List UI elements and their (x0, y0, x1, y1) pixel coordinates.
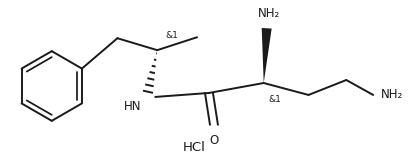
Text: HN: HN (124, 100, 141, 113)
Text: HCl: HCl (183, 141, 206, 154)
Text: NH₂: NH₂ (381, 88, 404, 101)
Text: &1: &1 (269, 95, 282, 104)
Text: &1: &1 (165, 31, 178, 40)
Polygon shape (262, 28, 272, 83)
Text: NH₂: NH₂ (257, 7, 280, 20)
Text: O: O (209, 134, 219, 147)
